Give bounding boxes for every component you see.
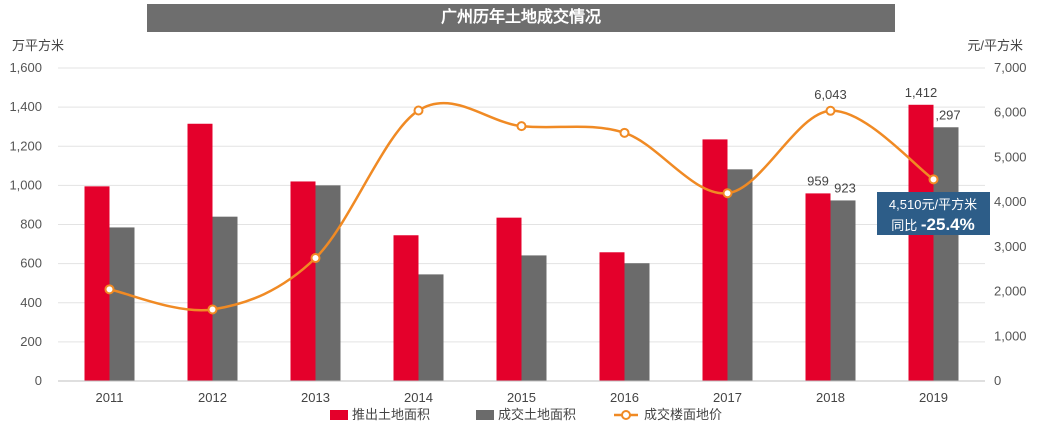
bar-launched-area xyxy=(702,139,728,381)
legend: 推出土地面积 成交土地面积 成交楼面地价 xyxy=(330,407,722,422)
legend-swatch-transacted xyxy=(476,410,494,420)
bar-launched-area xyxy=(599,252,625,381)
x-tick-label: 2015 xyxy=(507,390,536,405)
legend-swatch-launched xyxy=(330,410,348,420)
bar-transacted-area xyxy=(933,127,959,381)
legend-label-price: 成交楼面地价 xyxy=(644,407,722,422)
legend-swatch-price-marker xyxy=(621,410,631,420)
bar-launched-area xyxy=(393,235,419,381)
x-tick-label: 2013 xyxy=(301,390,330,405)
data-label: 959 xyxy=(807,173,829,188)
legend-label-launched: 推出土地面积 xyxy=(352,407,430,422)
y-right-tick-label: 3,000 xyxy=(994,239,1027,254)
y-left-tick-label: 400 xyxy=(20,295,42,310)
bar-transacted-area xyxy=(521,255,547,381)
y-right-unit: 元/平方米 xyxy=(967,38,1023,53)
y-right-tick-label: 5,000 xyxy=(994,149,1027,164)
bar-launched-area xyxy=(805,193,831,381)
data-label: ,297 xyxy=(935,107,960,122)
bar-transacted-area xyxy=(727,169,753,381)
bar-launched-area xyxy=(187,123,213,382)
y-left-tick-label: 1,000 xyxy=(9,177,42,192)
price-line-point xyxy=(722,188,733,199)
data-labels: 959 923 1,412 ,297 6,043 xyxy=(807,85,961,196)
annotation-price-text: 4,510元/平方米 xyxy=(889,197,977,212)
y-left-tick-label: 1,400 xyxy=(9,99,42,114)
y-right-tick-label: 4,000 xyxy=(994,194,1027,209)
x-tick-label: 2019 xyxy=(919,390,948,405)
price-line-point xyxy=(825,105,836,116)
y-left-tick-label: 800 xyxy=(20,217,42,232)
y-left-tick-label: 0 xyxy=(35,373,42,388)
bar-launched-area xyxy=(908,104,934,381)
x-tick-label: 2016 xyxy=(610,390,639,405)
data-label: 1,412 xyxy=(905,85,938,100)
x-tick-label: 2014 xyxy=(404,390,433,405)
y-left-tick-label: 200 xyxy=(20,334,42,349)
price-line-point xyxy=(516,121,527,132)
y-right-tick-label: 7,000 xyxy=(994,60,1027,75)
y-left-tick-label: 1,600 xyxy=(9,60,42,75)
y-left-tick-label: 1,200 xyxy=(9,138,42,153)
bar-launched-area xyxy=(496,217,522,381)
price-line xyxy=(104,101,939,315)
price-line-point xyxy=(310,253,321,264)
price-line-point xyxy=(619,127,630,138)
data-label: 923 xyxy=(834,180,856,195)
bar-transacted-area xyxy=(830,200,856,381)
data-label: 6,043 xyxy=(814,87,847,102)
y-right-tick-label: 0 xyxy=(994,373,1001,388)
price-line-point xyxy=(104,284,115,295)
bar-transacted-area xyxy=(624,263,650,381)
annotation-yoy-text: 同比 -25.4% xyxy=(891,215,975,234)
price-line-point xyxy=(413,105,424,116)
x-tick-label: 2012 xyxy=(198,390,227,405)
bar-transacted-area xyxy=(212,216,238,381)
y-left-unit: 万平方米 xyxy=(12,38,64,53)
y-right-tick-label: 6,000 xyxy=(994,105,1027,120)
annotation-background xyxy=(877,192,990,235)
y-right-tick-label: 1,000 xyxy=(994,328,1027,343)
bar-transacted-area xyxy=(315,185,341,381)
bar-transacted-area xyxy=(109,227,135,381)
bars xyxy=(84,104,959,382)
axes: 0 200 400 600 800 1,000 1,200 1,400 1,600 0 1,000 2… xyxy=(9,38,1026,405)
x-tick-label: 2018 xyxy=(816,390,845,405)
bar-launched-area xyxy=(290,181,316,381)
y-left-tick-label: 600 xyxy=(20,256,42,271)
annotation-yoy-value: -25.4% xyxy=(921,215,975,234)
legend-label-transacted: 成交土地面积 xyxy=(498,407,576,422)
annotation-yoy-prefix: 同比 xyxy=(891,218,921,233)
x-tick-label: 2011 xyxy=(96,390,124,405)
y-right-tick-label: 2,000 xyxy=(994,284,1027,299)
x-tick-label: 2017 xyxy=(713,390,742,405)
bar-launched-area xyxy=(84,186,110,381)
price-line-point xyxy=(928,174,939,185)
chart-title: 广州历年土地成交情况 xyxy=(147,4,895,32)
price-line-point xyxy=(207,304,218,315)
bar-transacted-area xyxy=(418,274,444,381)
